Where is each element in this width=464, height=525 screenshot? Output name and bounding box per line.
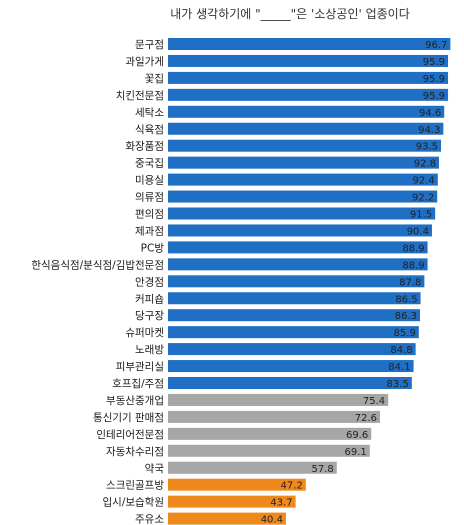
category-label: 주유소 — [135, 514, 164, 525]
bar — [168, 461, 337, 474]
value-label: 93.5 — [416, 142, 438, 153]
bar — [168, 224, 432, 237]
bar — [168, 377, 412, 389]
bar — [168, 393, 389, 406]
category-label: 통신기기 판매점 — [93, 412, 164, 424]
value-label: 87.8 — [399, 277, 421, 288]
value-label: 94.6 — [419, 108, 441, 119]
bar — [168, 292, 421, 305]
value-label: 85.9 — [394, 328, 416, 339]
value-label: 40.4 — [261, 515, 283, 525]
value-label: 92.4 — [413, 176, 435, 187]
value-label: 96.7 — [425, 40, 447, 51]
category-label: 제과점 — [135, 225, 164, 237]
value-label: 47.2 — [281, 481, 303, 492]
bar — [168, 241, 428, 254]
category-label: 치킨전문점 — [116, 90, 164, 102]
bar — [168, 207, 436, 220]
bar — [168, 360, 414, 373]
bar — [168, 122, 444, 135]
category-label: 인테리어전문점 — [96, 429, 164, 441]
value-label: 86.5 — [395, 294, 417, 305]
category-label: 약국 — [145, 463, 165, 475]
value-label: 75.4 — [363, 396, 385, 407]
chart-rows: 문구점 96.7 과일가게 95.9 꽃집 95.9 치킨전문점 95.9 세탁소 94.6 식육점… — [31, 38, 451, 525]
category-label: 안경점 — [135, 275, 164, 288]
bar — [168, 275, 425, 288]
value-label: 95.9 — [423, 57, 445, 68]
category-label: 식육점 — [135, 124, 164, 136]
bar — [168, 71, 449, 84]
value-label: 95.9 — [423, 91, 445, 102]
bar — [168, 258, 428, 271]
bar — [168, 427, 372, 440]
bar — [168, 190, 438, 203]
category-label: 호프집/주점 — [112, 378, 164, 390]
value-label: 92.2 — [412, 193, 434, 204]
value-label: 69.1 — [345, 447, 367, 458]
value-label: 57.8 — [312, 464, 334, 475]
bar — [168, 326, 419, 339]
category-label: 스크린골프방 — [106, 480, 164, 492]
category-label: 문구점 — [135, 39, 164, 51]
value-label: 84.1 — [388, 362, 410, 373]
category-label: 편의점 — [135, 208, 164, 221]
bar — [168, 156, 439, 169]
bar — [168, 478, 306, 491]
category-label: 입시/보습학원 — [103, 496, 165, 509]
bar — [168, 88, 449, 101]
value-label: 72.6 — [355, 413, 377, 424]
value-label: 94.3 — [418, 125, 440, 136]
bar — [168, 54, 449, 67]
bar — [168, 105, 445, 118]
category-label: 화장품점 — [125, 141, 164, 153]
bar — [168, 512, 286, 525]
category-label: 한식음식점/분식점/김밥전문점 — [31, 259, 164, 271]
category-label: 중국집 — [135, 158, 164, 170]
category-label: 의류점 — [135, 192, 164, 204]
category-label: 미용실 — [135, 175, 164, 187]
value-label: 43.7 — [270, 498, 292, 509]
bar — [168, 343, 416, 356]
category-label: 노래방 — [135, 344, 164, 356]
category-label: 세탁소 — [135, 107, 164, 119]
bar — [168, 139, 442, 152]
bar — [168, 444, 370, 457]
bar — [168, 410, 380, 423]
chart-title: 내가 생각하기에 "_____"은 '소상공인' 업종이다 — [170, 7, 410, 21]
category-label: 슈퍼마켓 — [125, 327, 164, 339]
bar — [168, 309, 420, 322]
category-label: 당구장 — [135, 310, 164, 322]
value-label: 88.9 — [402, 260, 424, 271]
value-label: 88.9 — [402, 243, 424, 254]
category-label: 피부관리실 — [116, 361, 164, 373]
value-label: 90.4 — [407, 226, 429, 237]
value-label: 83.5 — [387, 379, 409, 390]
value-label: 95.9 — [423, 74, 445, 85]
value-label: 92.8 — [414, 159, 436, 170]
category-label: PC방 — [141, 242, 165, 254]
value-label: 84.8 — [390, 345, 412, 356]
bar — [168, 173, 438, 186]
value-label: 86.3 — [395, 311, 417, 322]
category-label: 꽃집 — [145, 73, 164, 85]
bar — [168, 38, 451, 50]
category-label: 커피숍 — [135, 293, 164, 305]
value-label: 69.6 — [346, 430, 368, 441]
bar — [168, 495, 296, 508]
category-label: 과일가게 — [125, 55, 164, 68]
category-label: 부동산중개업 — [106, 394, 164, 407]
category-label: 자동차수리점 — [106, 446, 164, 458]
value-label: 91.5 — [410, 210, 432, 221]
